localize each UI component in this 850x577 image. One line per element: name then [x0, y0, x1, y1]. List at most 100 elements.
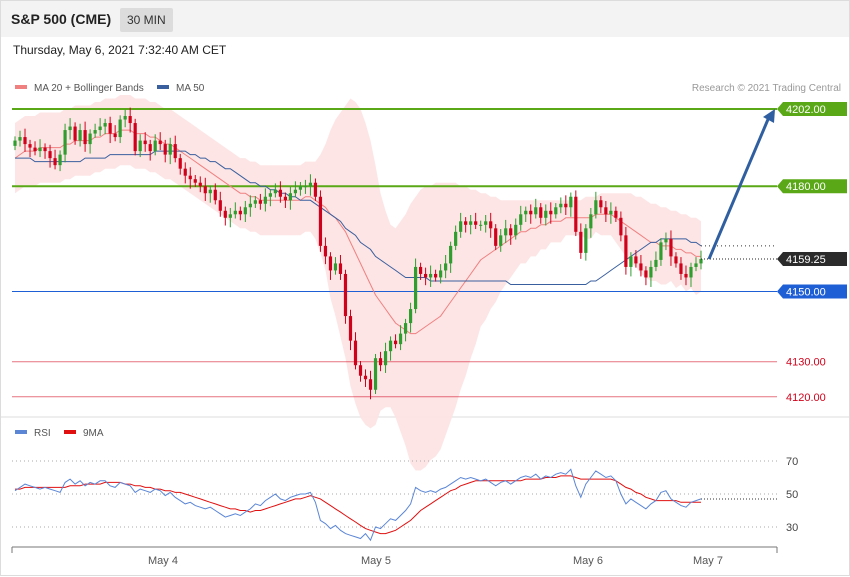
candle-body — [98, 126, 102, 131]
candle-body — [308, 182, 313, 187]
candle-body — [474, 221, 478, 225]
candle — [474, 212, 478, 230]
candle-body — [434, 273, 438, 278]
candle-body — [228, 214, 232, 218]
candle — [554, 203, 558, 219]
level-label: 4120.00 — [786, 392, 826, 404]
candle — [323, 237, 328, 265]
candle-body — [554, 207, 558, 215]
candle-body — [664, 238, 668, 243]
candle — [18, 130, 22, 147]
candle — [699, 250, 703, 270]
candle — [43, 143, 47, 159]
candle-body — [163, 144, 167, 155]
candle — [123, 109, 127, 128]
x-tick-label: May 4 — [148, 555, 178, 567]
legend-label: MA 20 + Bollinger Bands — [34, 83, 144, 94]
candle-body — [579, 231, 583, 253]
candle — [88, 129, 92, 154]
candle — [113, 125, 117, 142]
candle-body — [258, 200, 262, 204]
candle — [484, 214, 488, 233]
candle-body — [484, 221, 488, 225]
candle-body — [23, 137, 27, 145]
candle — [494, 224, 498, 251]
candle — [348, 309, 353, 351]
candle-body — [233, 210, 237, 215]
candle-body — [113, 133, 117, 138]
price-chart: MA 20 + Bollinger Bands MA 50 Research © 2… — [1, 83, 850, 471]
candle — [363, 369, 368, 387]
candle — [459, 212, 463, 238]
ma50-line — [15, 150, 702, 285]
candle — [133, 118, 137, 156]
candle — [203, 177, 207, 201]
candle-body — [363, 375, 368, 380]
candle — [98, 118, 102, 137]
candle — [684, 265, 688, 286]
candle — [634, 250, 638, 268]
candle-body — [323, 245, 328, 257]
candle — [93, 123, 97, 138]
candle — [283, 192, 287, 208]
candle — [609, 202, 613, 224]
candle — [454, 225, 458, 251]
candle — [549, 202, 553, 224]
rsi-tick-label: 70 — [786, 456, 798, 468]
candle-body — [343, 273, 348, 317]
candle-body — [594, 200, 598, 215]
candle-body — [288, 193, 293, 201]
candle — [333, 257, 338, 275]
candle-body — [133, 123, 137, 152]
candle-body — [198, 182, 202, 187]
candle — [153, 134, 157, 156]
current-price-tag — [777, 252, 847, 267]
candle — [499, 229, 503, 252]
ma20-line — [14, 129, 701, 335]
candle-body — [148, 144, 152, 152]
legend-swatch — [64, 430, 76, 434]
candle-body — [639, 263, 643, 271]
candle — [198, 176, 202, 193]
candle-body — [368, 379, 373, 390]
candle — [509, 224, 513, 245]
candle — [649, 260, 653, 287]
header-bar: S&P 500 (CME) 30 MIN — [1, 1, 849, 37]
candle-body — [699, 259, 703, 264]
candle-body — [674, 256, 678, 264]
candle-body — [58, 154, 62, 166]
candle — [73, 122, 77, 145]
candle-body — [243, 207, 247, 215]
candle-body — [173, 144, 177, 159]
candle-body — [679, 263, 683, 274]
candle-body — [559, 203, 563, 208]
candle — [318, 190, 323, 252]
candle-body — [143, 140, 147, 145]
candle — [13, 136, 17, 151]
candle-body — [203, 186, 207, 194]
candle — [388, 336, 393, 361]
candle — [228, 207, 232, 228]
projection-arrow-head — [763, 109, 775, 123]
main-legend: MA 20 + Bollinger Bands MA 50 — [15, 83, 205, 94]
candle — [223, 206, 227, 226]
candle-body — [178, 158, 182, 169]
candle-body — [449, 245, 453, 264]
candle-body — [53, 158, 57, 166]
candle-body — [123, 116, 127, 120]
candle-body — [499, 235, 503, 246]
candle — [38, 139, 42, 158]
candle-body — [659, 242, 663, 260]
candle-body — [318, 196, 323, 246]
candle-body — [413, 266, 418, 310]
candle-body — [599, 200, 603, 208]
candle — [268, 189, 272, 207]
candle — [168, 137, 172, 165]
candle — [679, 257, 683, 280]
candle — [63, 123, 67, 163]
candle — [639, 255, 643, 277]
legend-swatch — [157, 85, 169, 89]
timeframe-badge[interactable]: 30 MIN — [120, 8, 173, 32]
candle — [293, 181, 298, 198]
